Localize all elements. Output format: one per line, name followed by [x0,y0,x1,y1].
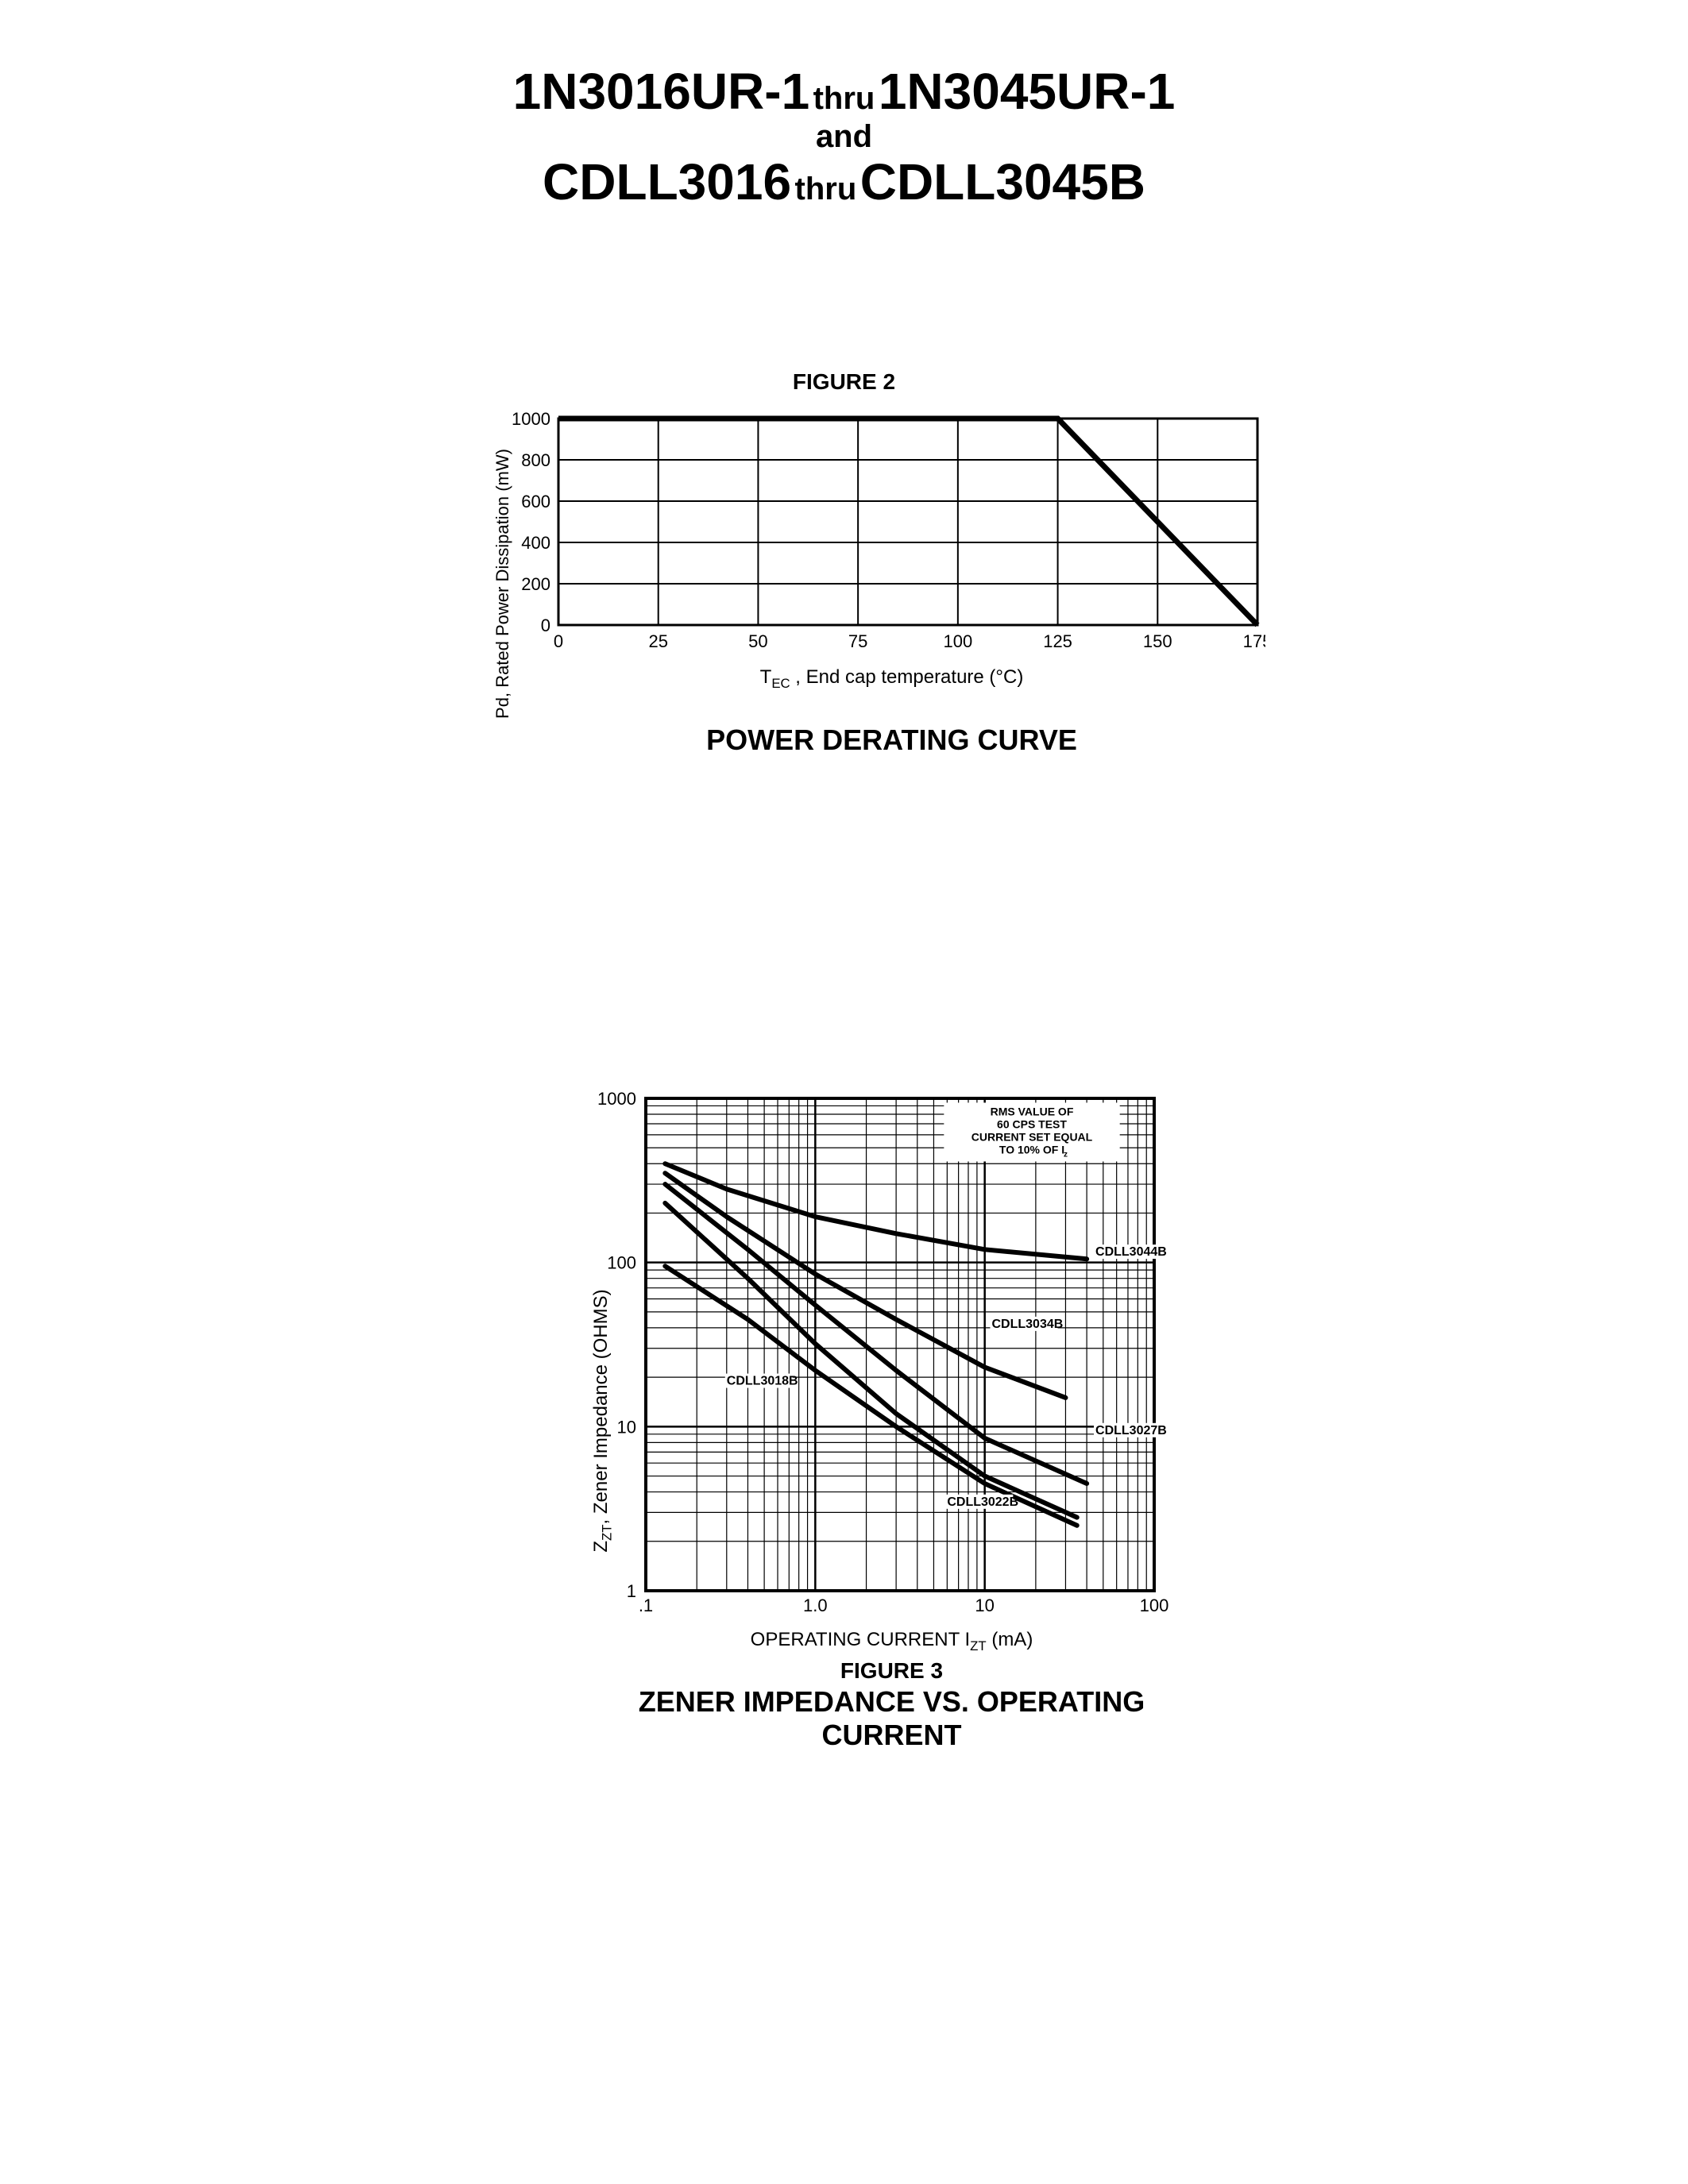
figure-2-title: POWER DERATING CURVE [503,723,1281,757]
svg-text:100: 100 [607,1252,636,1272]
svg-text:200: 200 [521,574,550,594]
figure-3-chart: ZZT, Zener Impedance (OHMS) .11.01010011… [487,1090,1202,1753]
title-part-3b: thru [795,172,857,206]
svg-text:1: 1 [626,1581,635,1601]
figure-3-label: FIGURE 3 [582,1658,1202,1684]
svg-text:.1: .1 [638,1596,652,1615]
figure-3-title: ZENER IMPEDANCE VS. OPERATING CURRENT [582,1685,1202,1752]
svg-text:RMS VALUE OF: RMS VALUE OF [990,1105,1073,1117]
svg-text:800: 800 [521,450,550,470]
svg-text:175: 175 [1242,631,1265,651]
svg-text:600: 600 [521,492,550,511]
svg-text:CDLL3018B: CDLL3018B [726,1374,798,1387]
svg-text:z: z [1064,1150,1068,1159]
figure-3-xlabel-prefix: OPERATING CURRENT I [751,1629,970,1650]
figure-2-xlabel-sub: EC [771,676,790,691]
svg-text:60 CPS TEST: 60 CPS TEST [997,1117,1067,1130]
title-part-1a: 1N3016UR-1 [513,63,810,120]
svg-text:0: 0 [540,615,550,635]
title-part-3c: CDLL3045B [860,153,1145,210]
svg-text:CDLL3022B: CDLL3022B [947,1495,1018,1508]
page-title-block: 1N3016UR-1 thru 1N3045UR-1 and CDLL3016 … [159,64,1529,210]
svg-text:1.0: 1.0 [803,1596,828,1615]
svg-text:CURRENT SET EQUAL: CURRENT SET EQUAL [971,1130,1092,1143]
title-part-1c: 1N3045UR-1 [879,63,1176,120]
figure-2-xlabel-prefix: T [760,666,772,688]
title-line-2: and [159,119,1529,154]
figure-2-chart: Pd, Rated Power Dissipation (mW) 0255075… [408,411,1281,757]
title-part-1b: thru [813,81,875,116]
svg-text:400: 400 [521,533,550,553]
svg-text:0: 0 [553,631,562,651]
svg-text:50: 50 [748,631,767,651]
svg-text:75: 75 [848,631,867,651]
figure-2-xlabel-suffix: , End cap temperature (°C) [790,666,1024,688]
svg-text:1000: 1000 [597,1090,636,1109]
svg-text:CDLL3034B: CDLL3034B [991,1317,1063,1330]
figure-3-svg: .1 1.0 10 100 1 10 100 1000 CDLL3044B CDLL3034B CD… [582,1090,1170,1623]
svg-text:100: 100 [943,631,972,651]
svg-text:CDLL3027B: CDLL3027B [1095,1423,1167,1437]
figure-2-label: FIGURE 2 [159,369,1529,395]
svg-text:150: 150 [1142,631,1172,651]
title-part-3a: CDLL3016 [543,153,791,210]
figure-3-xlabel: OPERATING CURRENT IZT (mA) [582,1629,1202,1654]
figure-3-xlabel-sub: ZT [970,1638,987,1653]
svg-text:10: 10 [616,1417,635,1437]
figure-2-xlabel: TEC , End cap temperature (°C) [503,666,1281,692]
svg-text:1000: 1000 [512,411,550,429]
svg-text:25: 25 [648,631,667,651]
svg-text:TO 10% OF I: TO 10% OF I [999,1143,1064,1156]
svg-text:100: 100 [1139,1596,1168,1615]
figure-2-svg: 0 25 50 75 100 125 150 175 0 200 400 600 800 1000 [503,411,1265,657]
svg-text:10: 10 [975,1596,994,1615]
figure-3-xlabel-suffix: (mA) [987,1629,1033,1650]
svg-text:CDLL3044B: CDLL3044B [1095,1245,1167,1259]
datasheet-page: 1N3016UR-1 thru 1N3045UR-1 and CDLL3016 … [0,0,1688,1752]
svg-text:125: 125 [1043,631,1072,651]
title-line-3: CDLL3016 thru CDLL3045B [159,154,1529,210]
title-line-1: 1N3016UR-1 thru 1N3045UR-1 [159,64,1529,119]
